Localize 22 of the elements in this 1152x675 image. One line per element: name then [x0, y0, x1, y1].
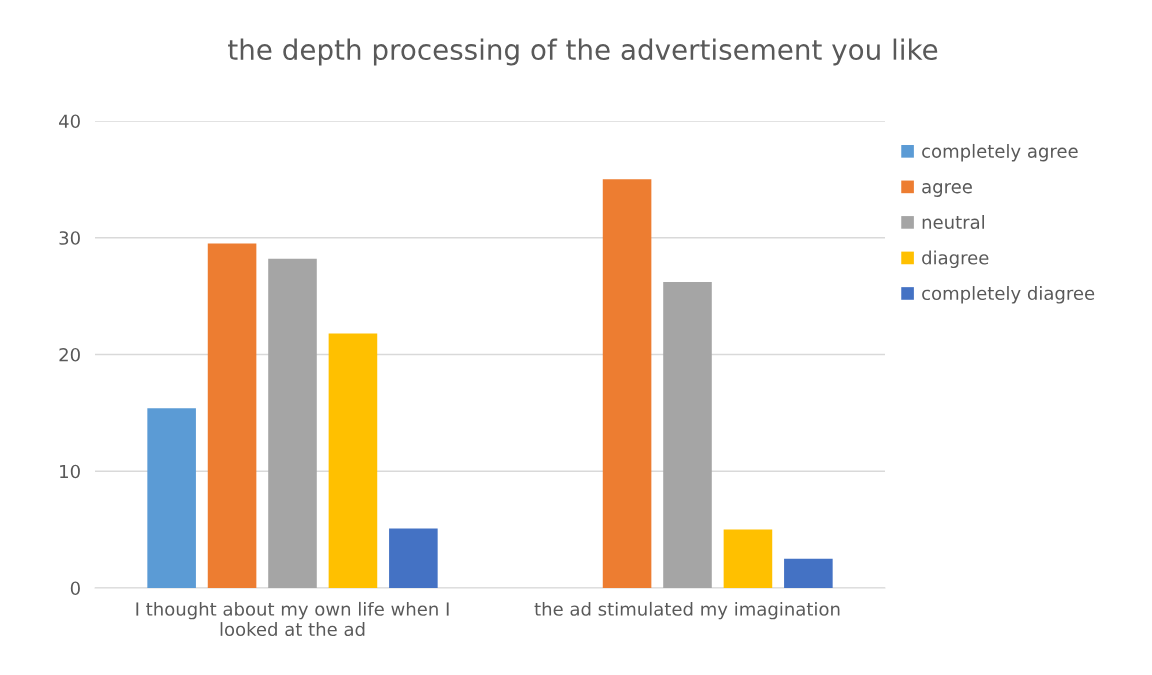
bar: [328, 333, 378, 588]
bar: [602, 179, 652, 588]
legend-label: completely agree: [922, 143, 1078, 162]
bar: [663, 282, 712, 588]
bar: [389, 528, 438, 588]
bar: [784, 558, 833, 588]
x-tick-label: I thought about my own life when I looked at the ad: [136, 601, 449, 637]
y-tick-label: 0: [70, 581, 80, 596]
y-tick-label: 10: [60, 464, 80, 479]
bar: [147, 408, 196, 588]
y-tick-label: 30: [59, 231, 80, 245]
chart-title: the depth processing of the advertisement you like: [228, 38, 938, 66]
bar: [207, 243, 257, 588]
legend-label: diagree: [922, 250, 989, 269]
legend-label: agree: [922, 183, 972, 197]
legend-label: completely diagree: [922, 286, 1095, 304]
bar: [723, 529, 773, 588]
x-tick-label: the ad stimulated my imagination: [534, 601, 840, 620]
bar: [268, 258, 317, 588]
y-tick-label: 40: [59, 114, 80, 129]
y-tick-label: 20: [59, 347, 80, 362]
legend-label: neutral: [922, 215, 984, 229]
